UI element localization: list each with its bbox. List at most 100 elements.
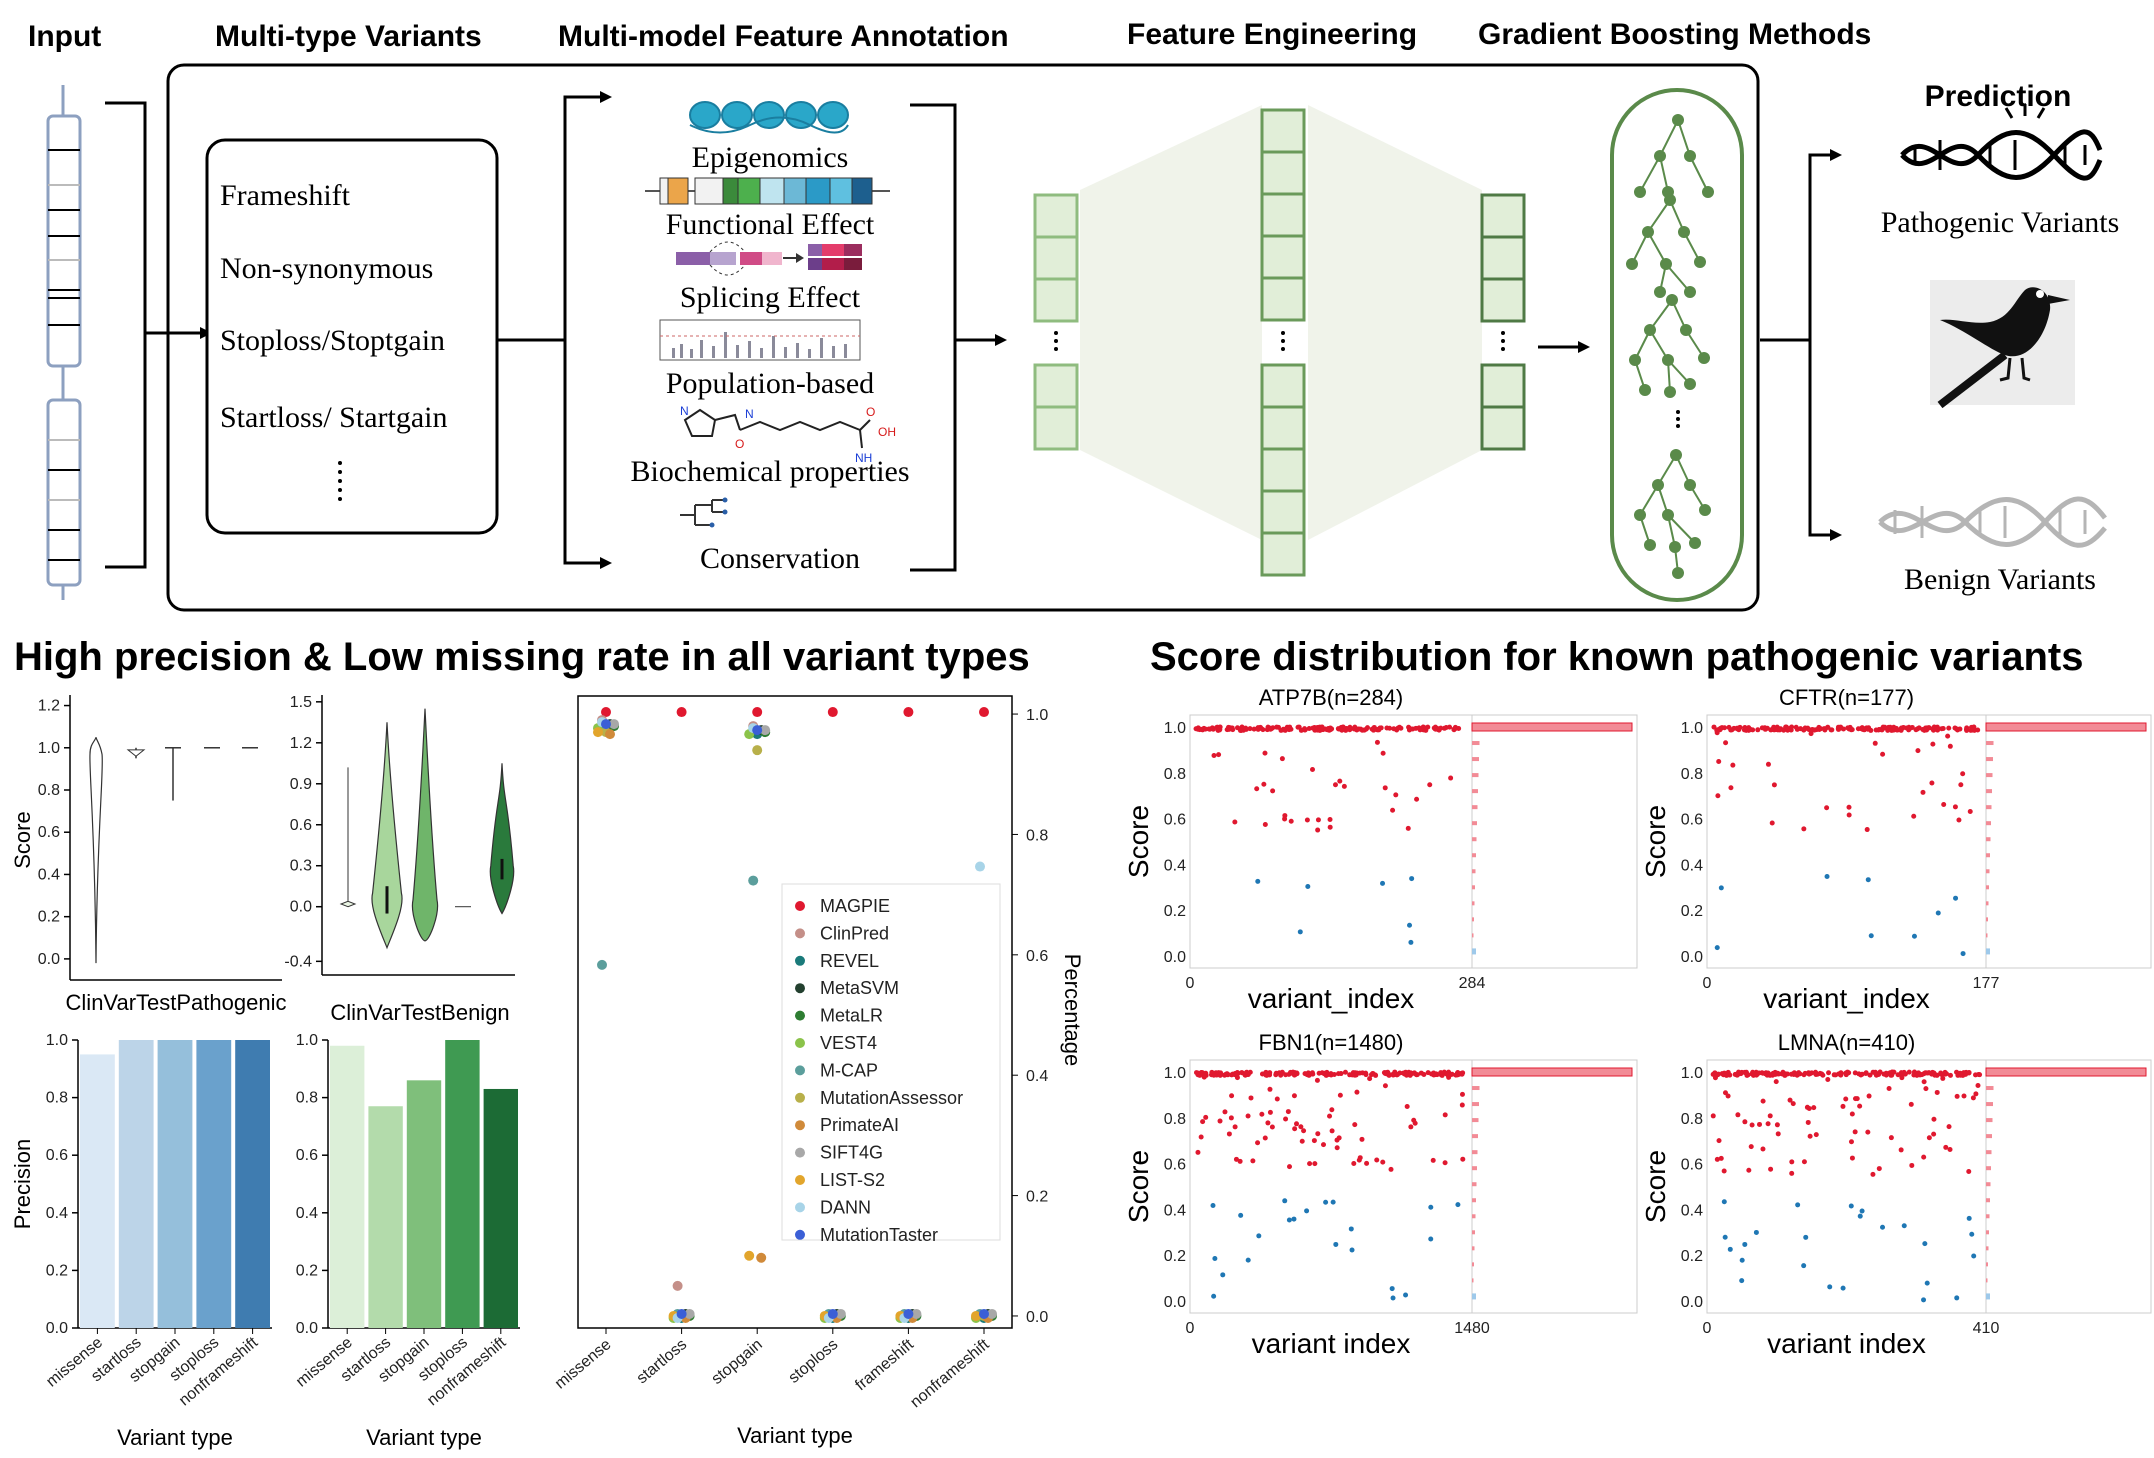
gradient-boosting-capsule bbox=[1610, 88, 1744, 602]
score-point-pathogenic bbox=[1770, 726, 1776, 732]
score-point-pathogenic bbox=[1755, 727, 1761, 733]
score-point-pathogenic bbox=[1327, 1113, 1333, 1119]
score-point-pathogenic bbox=[1329, 1128, 1335, 1134]
score-point-pathogenic bbox=[1363, 1070, 1369, 1076]
xlabel-variant-index: variant index bbox=[1767, 1328, 1926, 1359]
bar-startloss bbox=[118, 1040, 154, 1328]
score-point-pathogenic bbox=[1270, 788, 1276, 794]
header-feature-engineering: Feature Engineering bbox=[1127, 18, 1417, 51]
score-point-pathogenic bbox=[1771, 782, 1777, 788]
legend-label: REVEL bbox=[820, 951, 879, 971]
tree-node bbox=[1684, 150, 1696, 162]
header-multi-type-variants: Multi-type Variants bbox=[215, 20, 482, 53]
histogram-bar-benign bbox=[1472, 948, 1476, 955]
score-point-pathogenic bbox=[1915, 748, 1921, 754]
violin-nonframeshift bbox=[489, 763, 515, 915]
score-point-pathogenic bbox=[1211, 752, 1217, 758]
score-point-pathogenic bbox=[1237, 1158, 1243, 1164]
score-point-pathogenic bbox=[1430, 1157, 1436, 1163]
variant-type-stoploss: Stoploss/Stoptgain bbox=[220, 324, 445, 357]
score-point-pathogenic bbox=[1734, 725, 1740, 731]
y-tick-label: 0.4 bbox=[1164, 857, 1186, 874]
y-tick-label: 0.4 bbox=[1026, 1068, 1048, 1085]
score-point-pathogenic bbox=[1898, 1147, 1904, 1153]
histogram-frame bbox=[1471, 1059, 1638, 1314]
tree-node bbox=[1672, 567, 1684, 579]
panel-title: LMNA(n=410) bbox=[1778, 1030, 1916, 1055]
x-tick-label: 0 bbox=[1186, 975, 1195, 992]
histogram-bar bbox=[1986, 789, 1992, 794]
score-point-pathogenic bbox=[1229, 1093, 1235, 1099]
histogram-bar bbox=[1986, 1230, 1989, 1235]
tree-edge bbox=[1647, 231, 1667, 265]
score-point-pathogenic bbox=[1975, 1083, 1981, 1089]
score-point-pathogenic bbox=[1760, 1098, 1766, 1104]
score-point-pathogenic bbox=[1425, 1070, 1431, 1076]
histogram-bar bbox=[1986, 1102, 1993, 1107]
score-point-pathogenic bbox=[1899, 1075, 1905, 1081]
histogram-bar bbox=[1986, 853, 1990, 858]
histogram-bar bbox=[1986, 901, 1989, 906]
score-point-pathogenic bbox=[1710, 1113, 1716, 1119]
legend-label: M-CAP bbox=[820, 1060, 878, 1080]
score-point-pathogenic bbox=[1813, 1132, 1819, 1138]
feature-engineering-network bbox=[1033, 105, 1526, 577]
score-point-pathogenic bbox=[1888, 1072, 1894, 1078]
histogram-bar bbox=[1472, 837, 1477, 842]
score-point-pathogenic bbox=[1728, 785, 1734, 791]
score-point-pathogenic bbox=[1234, 1075, 1240, 1081]
bar-startloss bbox=[368, 1106, 403, 1328]
score-point-pathogenic bbox=[1712, 1075, 1718, 1081]
score-point-pathogenic bbox=[1359, 727, 1365, 733]
score-point-benign bbox=[1739, 1257, 1745, 1263]
svg-text:OH: OH bbox=[878, 425, 896, 439]
score-point-pathogenic bbox=[1801, 1159, 1807, 1165]
score-point-pathogenic bbox=[1217, 1072, 1223, 1078]
y-tick-label: 0.8 bbox=[1026, 827, 1048, 844]
score-point-pathogenic bbox=[1326, 727, 1332, 733]
score-point-pathogenic bbox=[1404, 1103, 1410, 1109]
score-point-pathogenic bbox=[1339, 727, 1345, 733]
legend-label: MetaLR bbox=[820, 1006, 883, 1026]
y-tick-label: 0.6 bbox=[1164, 812, 1186, 829]
tree-edge bbox=[1649, 299, 1673, 331]
ylabel-score: Score bbox=[10, 811, 35, 868]
point-magpie bbox=[827, 707, 838, 718]
score-point-pathogenic bbox=[1312, 1161, 1318, 1167]
score-point-pathogenic bbox=[1310, 766, 1316, 772]
tree-node bbox=[1626, 258, 1638, 270]
histogram-bar bbox=[1986, 885, 1989, 890]
score-point-pathogenic bbox=[1408, 1070, 1414, 1076]
score-point-pathogenic bbox=[1876, 1166, 1882, 1172]
score-point-pathogenic bbox=[1350, 1072, 1356, 1078]
score-point-pathogenic bbox=[1787, 1097, 1793, 1103]
score-point-pathogenic bbox=[1282, 816, 1288, 822]
score-point-pathogenic bbox=[1351, 1160, 1357, 1166]
histogram-bar-benign bbox=[1986, 1293, 1990, 1300]
score-point-pathogenic bbox=[1730, 762, 1736, 768]
legend-marker bbox=[795, 1092, 805, 1103]
bar-missense bbox=[330, 1045, 365, 1328]
score-point-benign bbox=[1409, 876, 1415, 882]
score-point-pathogenic bbox=[1405, 825, 1411, 831]
score-point-pathogenic bbox=[1826, 1070, 1832, 1076]
tree-node bbox=[1669, 541, 1681, 553]
chromosome-icon bbox=[46, 85, 82, 600]
score-point-pathogenic bbox=[1283, 1072, 1289, 1078]
tree-node bbox=[1672, 114, 1684, 126]
histogram-bar bbox=[1472, 1278, 1474, 1283]
score-point-pathogenic bbox=[1334, 1145, 1340, 1151]
score-point-pathogenic bbox=[1302, 727, 1308, 733]
point-primateai bbox=[605, 729, 615, 740]
score-point-benign bbox=[1971, 1253, 1977, 1259]
score-point-pathogenic bbox=[1813, 1071, 1819, 1077]
score-point-benign bbox=[1753, 1229, 1759, 1235]
score-point-pathogenic bbox=[1287, 724, 1293, 730]
y-tick-label: 0.0 bbox=[1164, 1294, 1186, 1311]
score-point-benign bbox=[1380, 880, 1386, 886]
score-point-pathogenic bbox=[1439, 1072, 1445, 1078]
histogram-bar bbox=[1986, 1198, 1990, 1203]
legend-marker bbox=[795, 983, 805, 994]
y-tick-label: 0.2 bbox=[1164, 1248, 1186, 1265]
x-tick-label: frameshift bbox=[852, 1336, 917, 1395]
